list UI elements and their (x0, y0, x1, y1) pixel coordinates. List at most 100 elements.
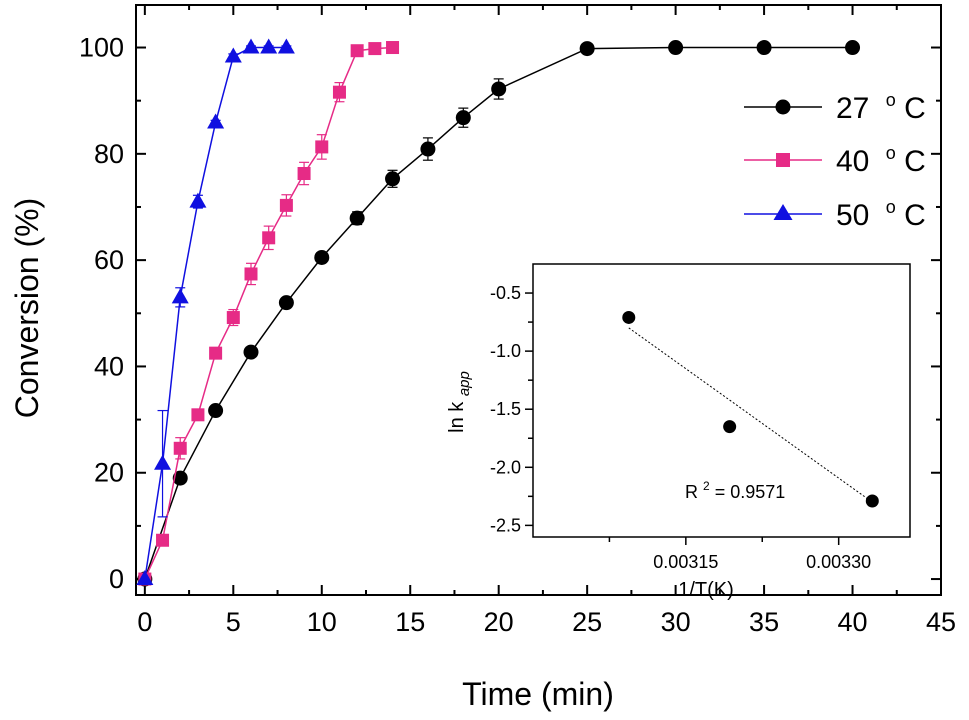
data-point-square (191, 408, 205, 422)
unit: C (904, 145, 926, 178)
data-point-circle (491, 81, 507, 97)
legend-value: 40 (836, 145, 869, 178)
data-point-circle (243, 344, 259, 360)
r-squared-value: = 0.9571 (715, 482, 786, 502)
data-point-square (279, 198, 293, 212)
data-point-square (386, 41, 400, 55)
data-point-circle (668, 40, 684, 56)
legend-marker-triangle (773, 204, 793, 220)
data-point-square (297, 166, 311, 180)
data-point-square (156, 533, 170, 547)
inset-y-tick-label: -1.5 (490, 399, 521, 419)
inset-y-label-sub: app (456, 371, 473, 396)
r-squared-prefix: R (685, 482, 698, 502)
data-point-square (332, 85, 346, 99)
y-tick-label: 80 (94, 139, 124, 169)
x-tick-label: 45 (926, 607, 956, 637)
legend-value: 50 (836, 199, 869, 232)
y-axis-title: Conversion (%) (9, 198, 45, 419)
y-tick-label: 0 (109, 564, 124, 594)
legend-item-27c: 27 o C (744, 80, 926, 125)
x-tick-label: 35 (749, 607, 779, 637)
data-point-circle (278, 295, 294, 311)
data-point-square (350, 44, 364, 58)
data-point-circle (208, 403, 224, 419)
inset-x-axis-title: 1/T(K) (678, 579, 734, 601)
unit: C (904, 199, 926, 232)
data-point-triangle (260, 38, 278, 54)
x-tick-label: 10 (307, 607, 337, 637)
data-point-square (173, 441, 187, 455)
inset-x-axis: 0.00315 0.00330 (608, 537, 871, 572)
x-tick-label: 30 (661, 607, 691, 637)
inset-points-layer (622, 310, 879, 508)
legend-value: 27 (836, 92, 869, 125)
legend-item-40c: 40 o C (744, 133, 926, 178)
data-point-circle (172, 470, 188, 486)
y-tick-label: 40 (94, 351, 124, 381)
x-tick-label: 15 (395, 607, 425, 637)
y-axis: 0 20 40 60 80 100 (79, 33, 941, 594)
series-line (144, 46, 393, 580)
inset-data-point (865, 494, 879, 508)
degree-sup: o (886, 90, 896, 110)
legend-label: 50 o C (836, 187, 926, 232)
x-tick-label: 25 (572, 607, 602, 637)
series-27c (137, 40, 861, 587)
legend-label: 27 o C (836, 80, 926, 125)
unit: C (904, 92, 926, 125)
inset-y-axis: -0.5 -1.0 -1.5 -2.0 -2.5 (490, 283, 533, 535)
data-point-triangle (242, 38, 260, 54)
legend-label: 40 o C (836, 133, 926, 178)
x-tick-label: 40 (838, 607, 868, 637)
data-point-circle (349, 210, 365, 226)
inset-x-tick-label: 0.00330 (806, 552, 871, 572)
inset-y-tick-label: -0.5 (490, 283, 521, 303)
data-point-circle (420, 141, 436, 157)
plot-frame (135, 4, 942, 596)
inset-y-tick-label: -1.0 (490, 341, 521, 361)
inset-y-tick-label: -2.0 (490, 457, 521, 477)
x-tick-label: 5 (226, 607, 241, 637)
data-point-circle (579, 41, 595, 57)
inset-y-tick-label: -2.5 (490, 515, 521, 535)
inset-data-point (622, 310, 636, 324)
data-point-triangle (136, 570, 154, 586)
inset-fit-line (628, 327, 873, 503)
data-point-square (209, 346, 223, 360)
data-point-square (315, 140, 329, 154)
data-point-triangle (189, 192, 207, 208)
data-point-circle (314, 249, 330, 265)
inset-fit-layer (628, 327, 873, 503)
legend-marker-circle (775, 99, 791, 115)
inset-x-tick-label: 0.00315 (653, 552, 718, 572)
x-axis-title: Time (min) (462, 676, 614, 712)
series-40c (138, 41, 400, 586)
legend-item-50c: 50 o C (744, 187, 926, 232)
data-point-triangle (207, 113, 225, 129)
r-squared-annotation: R 2 = 0.9571 (685, 474, 785, 502)
data-point-triangle (277, 38, 295, 54)
degree-sup: o (886, 143, 896, 163)
x-axis: 0 5 10 15 20 25 30 35 40 45 (137, 5, 956, 637)
r-squared-sup: 2 (703, 479, 710, 493)
inset-y-label-main: ln k (446, 401, 468, 433)
data-point-circle (385, 171, 401, 187)
inset-data-point (723, 420, 737, 434)
x-tick-label: 0 (137, 607, 152, 637)
degree-sup: o (886, 197, 896, 217)
y-tick-label: 100 (79, 33, 124, 63)
x-tick-label: 20 (484, 607, 514, 637)
y-tick-label: 60 (94, 245, 124, 275)
data-point-square (226, 311, 240, 325)
data-point-circle (845, 40, 861, 56)
series-layer (136, 38, 861, 587)
series-50c (136, 38, 295, 586)
data-point-triangle (171, 288, 189, 304)
legend: 27 o C 40 o C 50 o C (744, 80, 926, 232)
inset-chart: 0.00315 0.00330 -0.5 -1.0 -1.5 -2.0 -2.5 1/T(… (446, 263, 911, 601)
legend-marker-square (776, 153, 790, 167)
data-point-triangle (224, 47, 242, 63)
inset-frame (532, 263, 911, 538)
